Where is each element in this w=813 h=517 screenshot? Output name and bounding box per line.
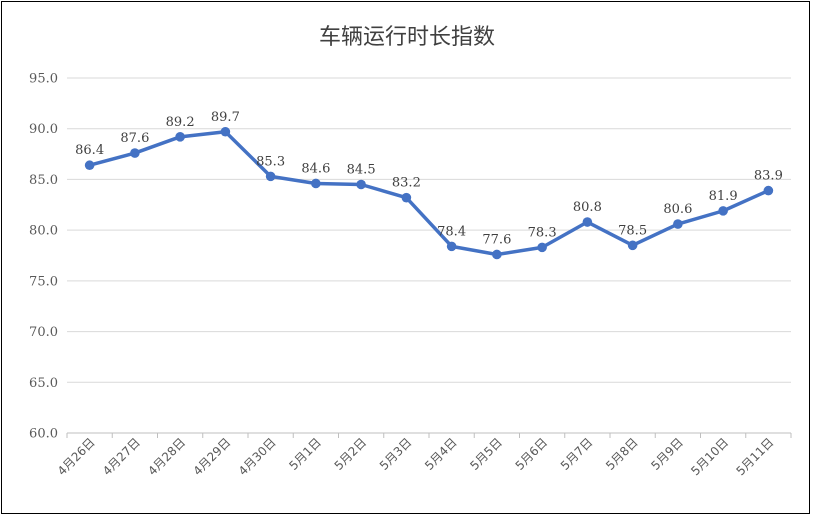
series-line <box>84 126 774 260</box>
data-label: 78.4 <box>437 224 466 239</box>
x-tick-label: 4月27日 <box>100 435 143 478</box>
data-label: 86.4 <box>75 143 104 158</box>
data-label: 80.6 <box>663 202 692 217</box>
x-tick-label: 4月26日 <box>55 435 98 478</box>
x-tick-label: 5月5日 <box>467 435 505 473</box>
data-point <box>175 132 185 142</box>
x-tick-label: 5月10日 <box>688 435 731 478</box>
x-tick-label: 5月7日 <box>558 435 596 473</box>
chart-title: 车辆运行时长指数 <box>319 25 495 50</box>
data-label: 81.9 <box>709 189 738 204</box>
data-label: 87.6 <box>120 131 149 146</box>
x-tick-label: 5月8日 <box>603 435 641 473</box>
x-tick-label: 4月29日 <box>190 435 233 478</box>
x-tick-label: 5月11日 <box>733 435 776 478</box>
x-tick-label: 5月6日 <box>513 435 551 473</box>
y-tick-label: 65.0 <box>29 376 58 391</box>
data-point <box>582 217 593 227</box>
data-point <box>401 192 412 203</box>
data-point <box>130 148 140 158</box>
data-point <box>446 241 457 252</box>
y-tick-label: 80.0 <box>29 224 58 239</box>
data-label: 78.5 <box>618 223 647 238</box>
y-axis-ticks: 60.0 65.0 70.0 75.0 80.0 85.0 90.0 95.0 <box>29 72 58 442</box>
data-point <box>84 160 95 171</box>
data-point <box>537 242 547 253</box>
y-tick-label: 75.0 <box>29 274 58 289</box>
y-tick-label: 70.0 <box>29 325 58 340</box>
x-tick-label: 5月1日 <box>286 435 324 473</box>
data-point <box>627 240 638 251</box>
data-point <box>673 219 683 229</box>
data-label: 77.6 <box>482 232 511 247</box>
y-tick-label: 95.0 <box>29 72 58 87</box>
data-point <box>265 171 276 182</box>
x-tick-label: 5月2日 <box>332 435 370 473</box>
data-point <box>311 178 321 189</box>
data-label: 85.3 <box>256 154 285 169</box>
data-point <box>492 249 502 260</box>
data-label: 83.2 <box>392 176 421 191</box>
series-polyline <box>87 130 771 257</box>
data-label: 89.2 <box>166 115 195 130</box>
data-point <box>763 185 774 196</box>
gridlines <box>67 77 791 434</box>
data-label: 84.5 <box>347 163 376 178</box>
data-label: 83.9 <box>754 169 783 184</box>
data-point <box>718 206 728 216</box>
x-tick-label: 5月3日 <box>377 435 415 473</box>
y-tick-label: 90.0 <box>29 122 58 137</box>
data-label: 80.8 <box>573 200 602 215</box>
data-point <box>356 179 366 190</box>
data-label: 89.7 <box>211 110 240 125</box>
data-label: 84.6 <box>301 161 330 176</box>
x-tick-label: 4月28日 <box>145 435 188 478</box>
y-tick-label: 60.0 <box>29 427 58 442</box>
x-axis-ticks: 4月26日 4月27日 4月28日 4月29日 4月30日 5月1日 5月2日 5月3日 5月4… <box>55 433 792 478</box>
x-tick-label: 5月9日 <box>648 435 686 473</box>
x-tick-label: 4月30日 <box>236 435 279 478</box>
data-label: 78.3 <box>528 225 557 240</box>
y-tick-label: 85.0 <box>29 173 58 188</box>
data-labels: 86.4 87.6 89.2 89.7 85.3 84.6 84.5 83.2 78.4 77.6… <box>75 110 783 248</box>
x-tick-label: 5月4日 <box>422 435 460 473</box>
data-point <box>220 126 231 137</box>
